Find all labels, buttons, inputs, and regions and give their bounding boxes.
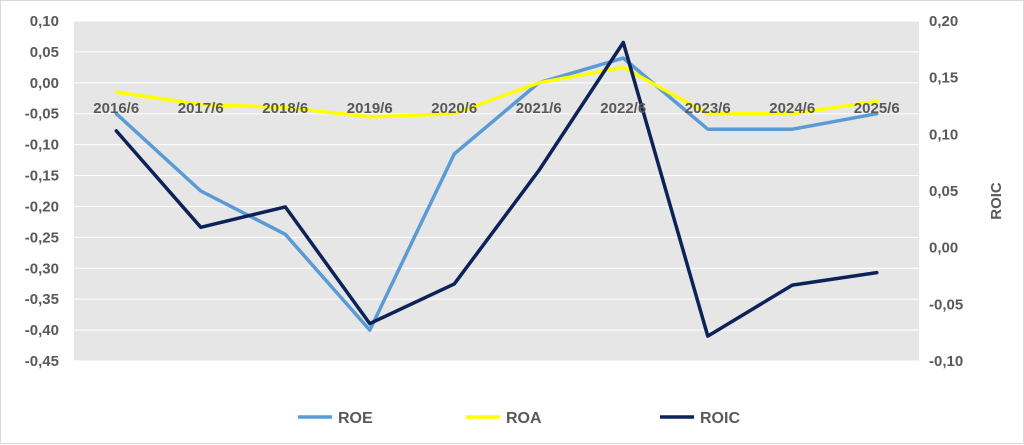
right-tick-label: 0,15 xyxy=(929,70,958,87)
right-tick-label: -0,05 xyxy=(929,296,963,313)
category-label: 2023/6 xyxy=(685,100,731,117)
right-axis-ticks: 0,20 0,15 0,10 0,05 0,00 -0,05 -0,10 xyxy=(929,13,963,370)
right-tick-label: 0,10 xyxy=(929,126,958,143)
left-tick-label: -0,25 xyxy=(25,229,59,246)
left-tick-label: 0,05 xyxy=(30,44,59,61)
left-tick-label: 0,10 xyxy=(30,13,59,30)
left-tick-label: -0,45 xyxy=(25,353,59,370)
legend-item-roe: ROE xyxy=(298,410,373,427)
category-label: 2018/6 xyxy=(262,100,308,117)
left-tick-label: -0,20 xyxy=(25,198,59,215)
legend-item-roa: ROA xyxy=(466,410,542,427)
category-label: 2022/6 xyxy=(600,100,646,117)
category-label: 2024/6 xyxy=(769,100,815,117)
left-axis-ticks: 0,10 0,05 0,00 -0,05 -0,10 -0,15 -0,20 -0,25 -0,… xyxy=(25,13,59,370)
legend: ROE ROA ROIC xyxy=(298,410,740,427)
category-label: 2020/6 xyxy=(431,100,477,117)
legend-item-roic: ROIC xyxy=(660,410,740,427)
category-label: 2019/6 xyxy=(347,100,393,117)
category-label: 2025/6 xyxy=(854,100,900,117)
left-tick-label: -0,30 xyxy=(25,260,59,277)
left-tick-label: -0,05 xyxy=(25,106,59,123)
left-tick-label: 0,00 xyxy=(30,75,59,92)
left-tick-label: -0,35 xyxy=(25,291,59,308)
legend-label: ROIC xyxy=(700,410,740,427)
right-tick-label: 0,00 xyxy=(929,240,958,257)
left-tick-label: -0,40 xyxy=(25,322,59,339)
legend-label: ROA xyxy=(506,410,542,427)
left-tick-label: -0,10 xyxy=(25,137,59,154)
category-label: 2017/6 xyxy=(178,100,224,117)
legend-label: ROE xyxy=(338,410,373,427)
right-tick-label: 0,20 xyxy=(929,13,958,30)
category-label: 2021/6 xyxy=(516,100,562,117)
right-axis-title: ROIC xyxy=(988,182,1005,220)
left-tick-label: -0,15 xyxy=(25,168,59,185)
right-tick-label: 0,05 xyxy=(929,183,958,200)
right-tick-label: -0,10 xyxy=(929,353,963,370)
category-label: 2016/6 xyxy=(93,100,139,117)
